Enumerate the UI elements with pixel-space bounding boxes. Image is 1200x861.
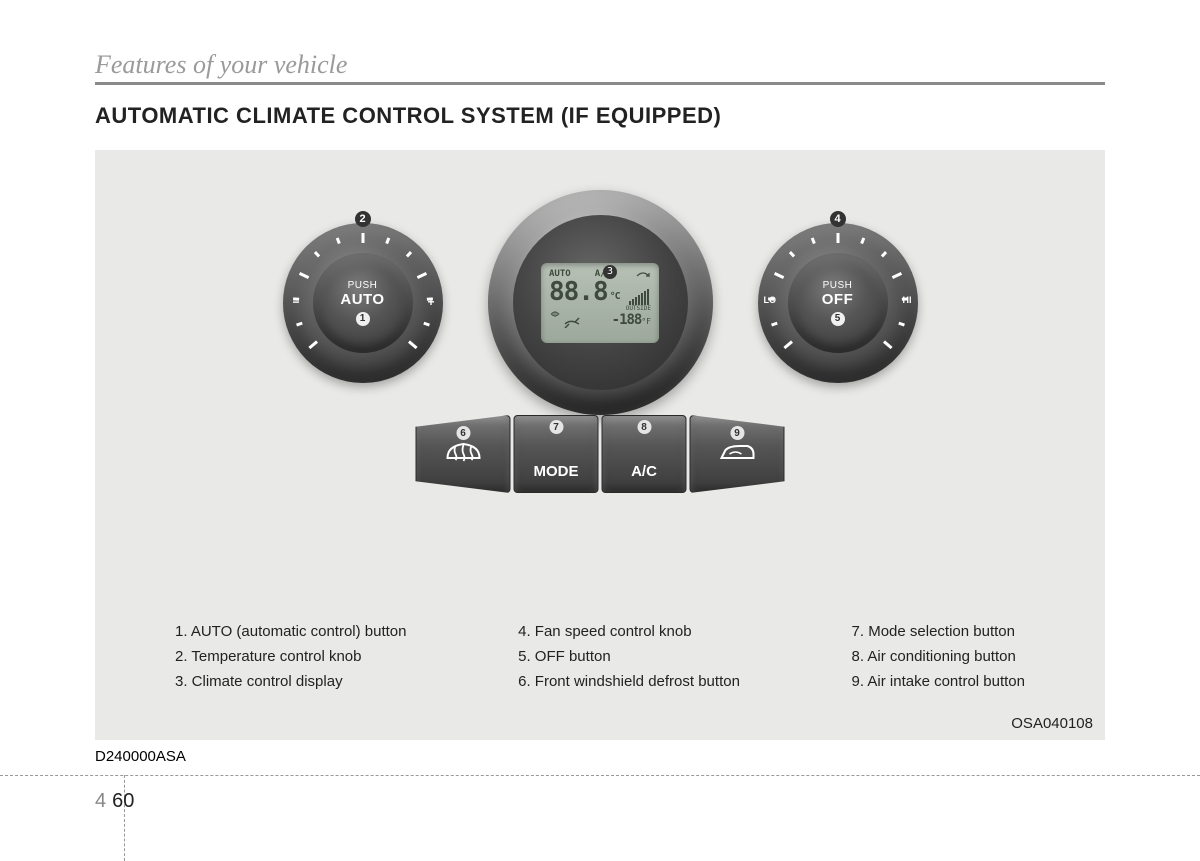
doc-code: D240000ASA: [95, 748, 186, 765]
auto-button[interactable]: PUSH AUTO 1: [313, 253, 413, 353]
push-label-r: PUSH: [823, 280, 853, 291]
callout-5: 5: [831, 312, 845, 326]
airflow-icon: [549, 310, 583, 328]
defrost-button[interactable]: 6: [416, 415, 511, 493]
off-button[interactable]: PUSH OFF 5: [788, 253, 888, 353]
mode-button[interactable]: 7 MODE: [514, 415, 599, 493]
page-number: 4 60: [95, 790, 134, 813]
callout-8: 8: [637, 420, 651, 434]
legend-col-3: 7. Mode selection button 8. Air conditio…: [852, 623, 1025, 690]
callout-6: 6: [456, 426, 470, 440]
legend-item: 2. Temperature control knob: [175, 648, 407, 665]
lcd-temp: 88.8: [549, 279, 608, 305]
recirc-button[interactable]: 9: [690, 415, 785, 493]
legend-item: 9. Air intake control button: [852, 673, 1025, 690]
recirc-icon: [635, 269, 651, 279]
push-label: PUSH: [348, 280, 378, 291]
car-recirc-icon: [717, 438, 757, 466]
mode-label: MODE: [534, 463, 579, 480]
figure-panel: 2 − + PUSH AUTO 1 3 AUTO A/C: [95, 150, 1105, 740]
display-inner: 3 AUTO A/C 88.8 °C: [513, 215, 688, 390]
temperature-knob[interactable]: 2 − + PUSH AUTO 1: [283, 223, 443, 383]
lcd-temp-unit: °C: [610, 292, 620, 302]
vdash-line: [124, 775, 125, 861]
legend-item: 3. Climate control display: [175, 673, 407, 690]
auto-label: AUTO: [340, 291, 384, 308]
main-title: AUTOMATIC CLIMATE CONTROL SYSTEM (IF EQU…: [95, 103, 1105, 129]
lcd-outside-temp: -188: [612, 312, 642, 328]
defrost-icon: [443, 436, 483, 464]
figure-code: OSA040108: [1011, 715, 1093, 732]
ac-label: A/C: [631, 463, 657, 480]
ac-button[interactable]: 8 A/C: [602, 415, 687, 493]
dash-line: [0, 775, 1200, 776]
climate-display: 3 AUTO A/C 88.8 °C: [541, 263, 659, 343]
legend-col-1: 1. AUTO (automatic control) button 2. Te…: [175, 623, 407, 690]
page-num: 60: [112, 790, 134, 812]
fan-bars-icon: [629, 287, 651, 305]
legend-item: 6. Front windshield defrost button: [518, 673, 740, 690]
legend-item: 5. OFF button: [518, 648, 740, 665]
legend-item: 7. Mode selection button: [852, 623, 1025, 640]
page-header: Features of your vehicle AUTOMATIC CLIMA…: [95, 50, 1105, 129]
lcd-outside-unit: °F: [641, 317, 651, 326]
callout-1: 1: [356, 312, 370, 326]
legend-item: 8. Air conditioning button: [852, 648, 1025, 665]
callout-3: 3: [603, 265, 617, 279]
section-title: Features of your vehicle: [95, 50, 1105, 85]
chapter-num: 4: [95, 790, 106, 812]
fan-speed-knob[interactable]: 4 LO HI PUSH OFF 5: [758, 223, 918, 383]
display-ring: 3 AUTO A/C 88.8 °C: [488, 190, 713, 415]
legend-item: 1. AUTO (automatic control) button: [175, 623, 407, 640]
buttons-row: 6 7 MODE 8 A/C 9: [416, 415, 785, 493]
off-label: OFF: [822, 291, 854, 308]
lcd-outside-label: OUTSIDE: [612, 305, 651, 312]
callout-9: 9: [730, 426, 744, 440]
legend: 1. AUTO (automatic control) button 2. Te…: [175, 623, 1025, 690]
legend-col-2: 4. Fan speed control knob 5. OFF button …: [518, 623, 740, 690]
legend-item: 4. Fan speed control knob: [518, 623, 740, 640]
callout-7: 7: [549, 420, 563, 434]
controls-row: 2 − + PUSH AUTO 1 3 AUTO A/C: [95, 190, 1105, 415]
